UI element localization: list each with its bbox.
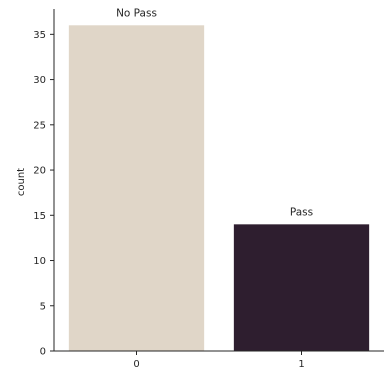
y-tick-label: 25: [33, 120, 46, 131]
bar-1: [233, 224, 370, 351]
y-axis-title: count: [16, 168, 27, 196]
y-tick-label: 20: [33, 166, 46, 177]
y-tick-label: 35: [33, 30, 46, 41]
data-labels-layer: No Pass Pass: [116, 7, 313, 218]
y-tick-label: 5: [40, 301, 46, 312]
data-label-0: No Pass: [116, 7, 157, 19]
x-tick-label: 1: [298, 359, 304, 370]
data-label-1: Pass: [290, 206, 313, 218]
bars-layer: [68, 25, 370, 352]
y-tick-label: 15: [33, 211, 46, 222]
y-tick-label: 10: [33, 256, 46, 267]
bar-0: [68, 25, 205, 352]
y-tick-label: 30: [33, 75, 46, 86]
y-tick-label: 0: [40, 347, 46, 358]
x-tick-label: 0: [133, 359, 139, 370]
y-axis: 0 5 10 15 20 25 30 35: [33, 9, 55, 358]
